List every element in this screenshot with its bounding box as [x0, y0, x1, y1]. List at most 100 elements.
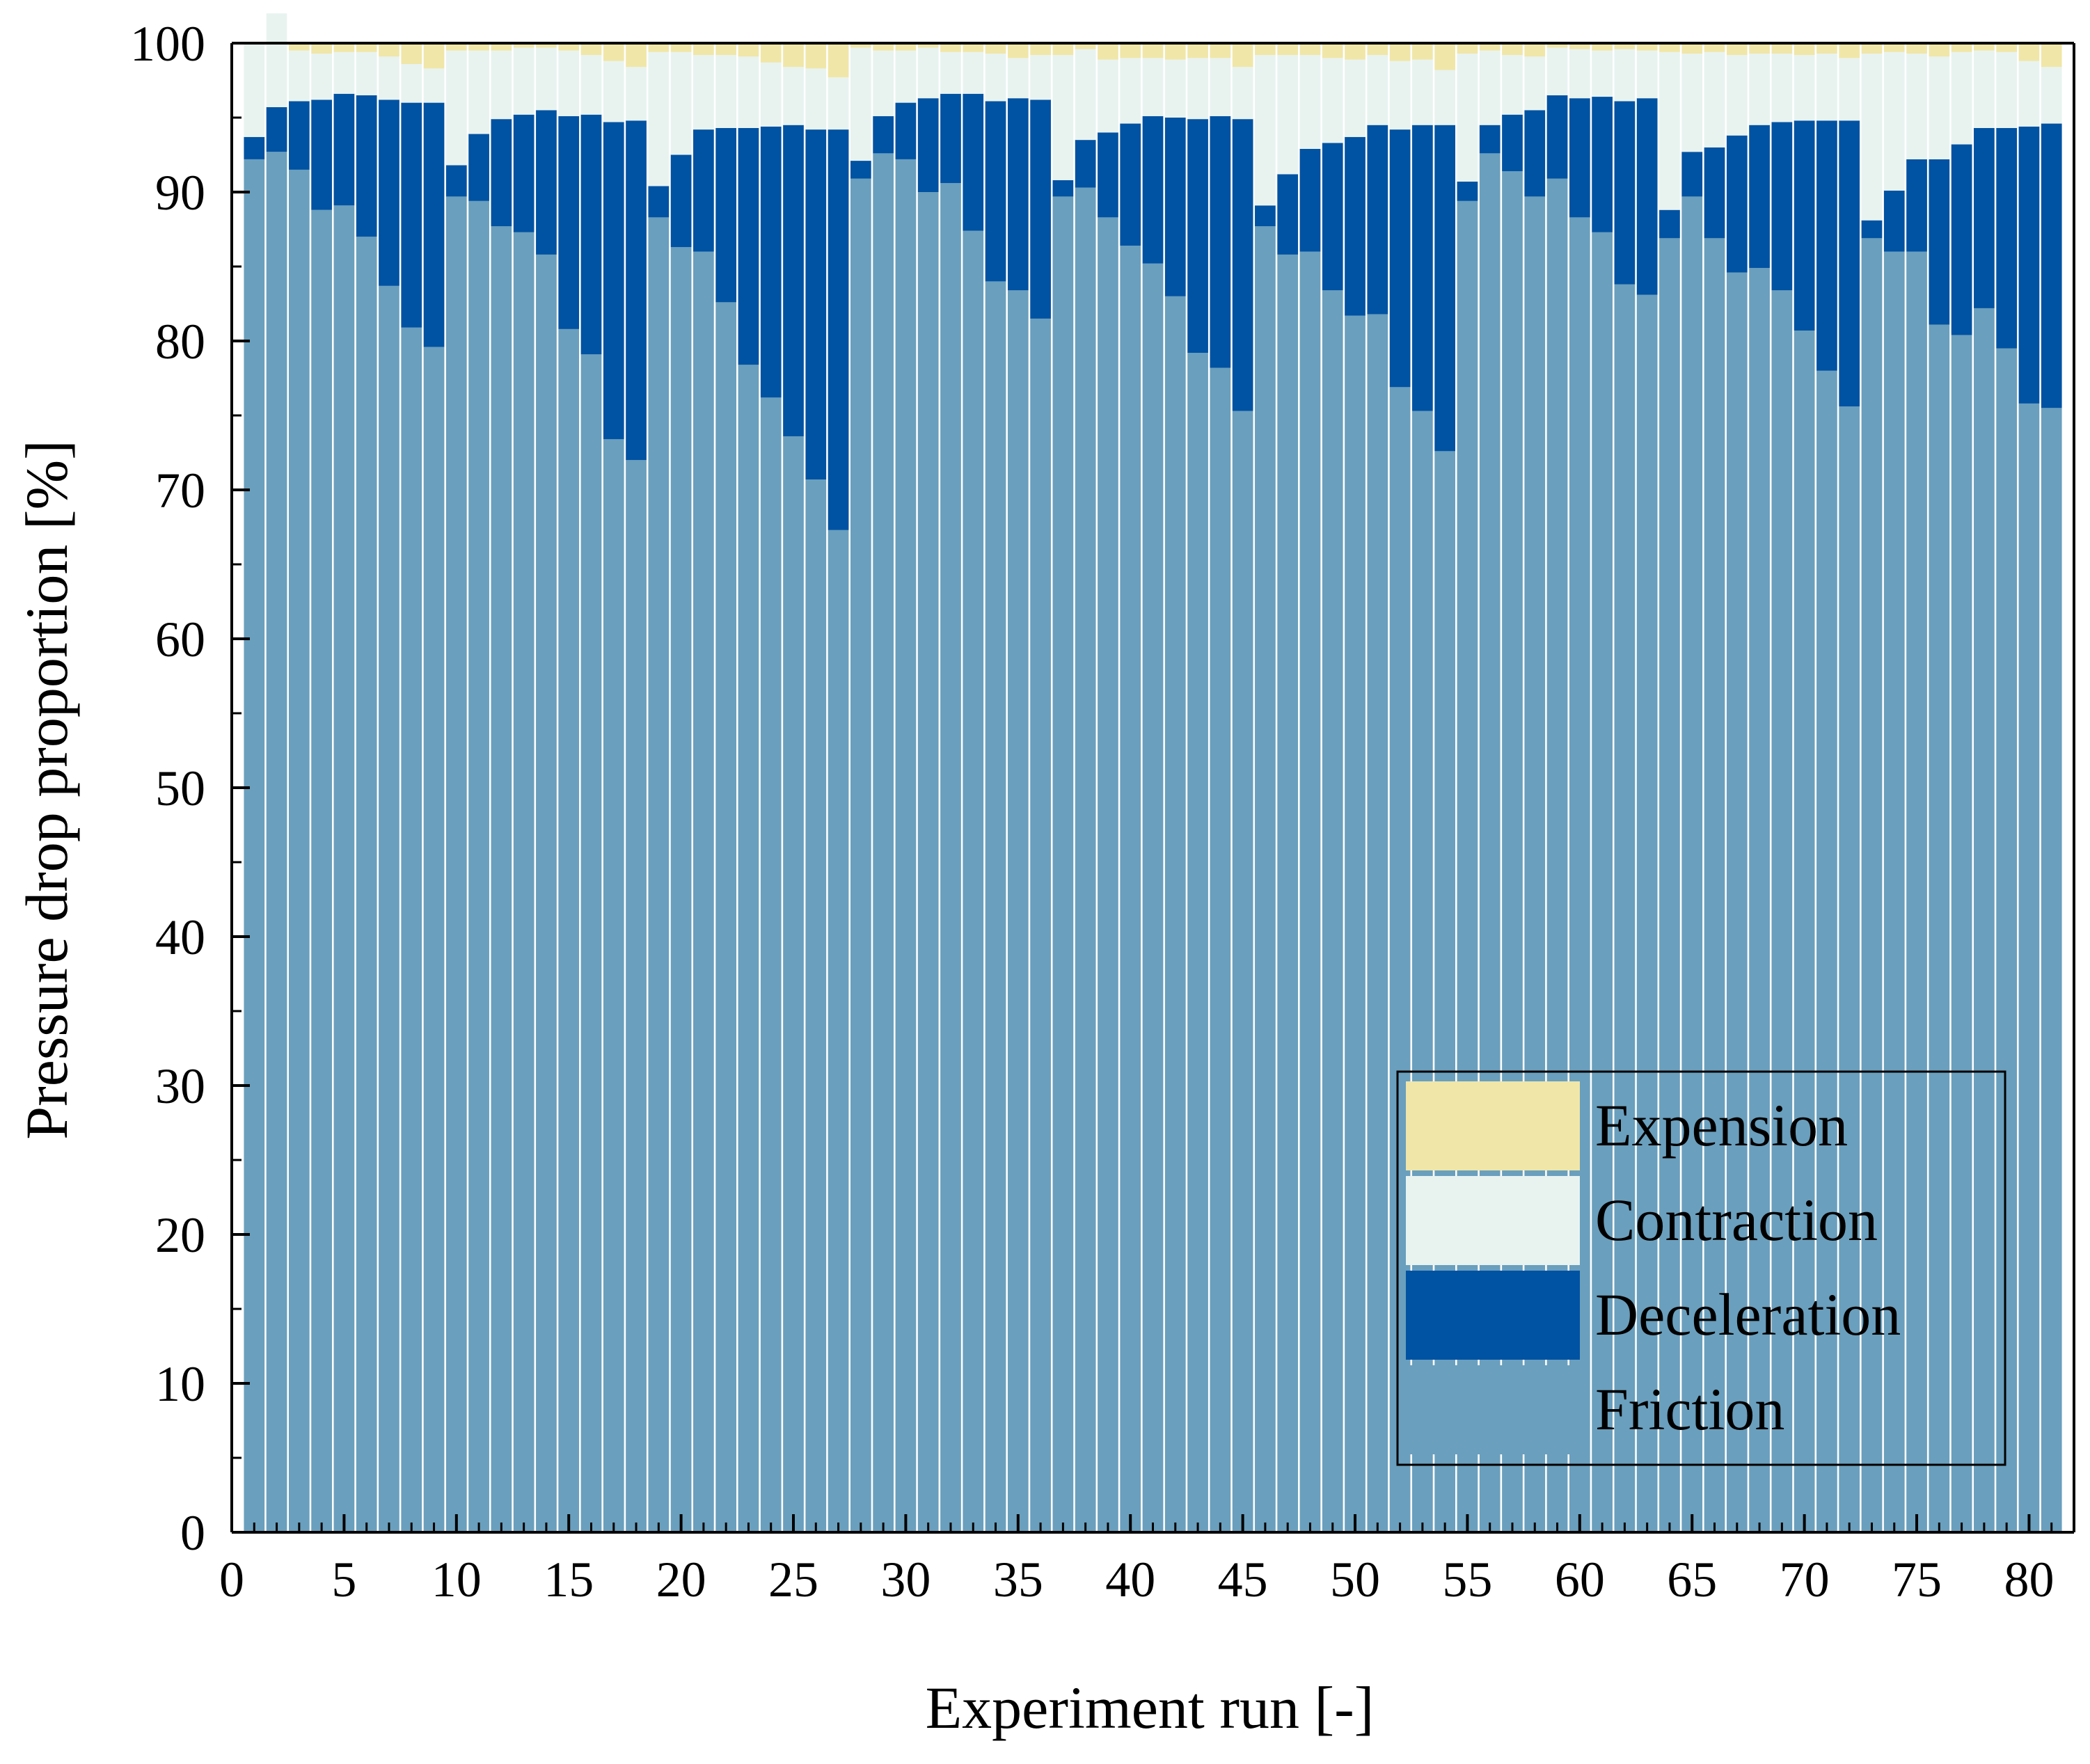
bar-expension-run-8: [401, 43, 422, 64]
bars-layer: [244, 13, 2062, 1533]
x-tick-label-10: 10: [432, 1552, 482, 1607]
bar-contraction-run-62: [1614, 49, 1636, 102]
bar-deceleration-run-23: [738, 127, 759, 365]
bar-friction-run-35: [1007, 290, 1029, 1532]
bar-contraction-run-13: [513, 47, 535, 115]
bar-expension-run-57: [1502, 43, 1523, 56]
bar-friction-run-33: [963, 230, 984, 1532]
bar-contraction-run-1: [244, 43, 265, 137]
bar-deceleration-run-6: [356, 95, 377, 237]
bar-contraction-run-24: [760, 62, 782, 127]
bar-friction-run-17: [603, 439, 624, 1532]
bar-contraction-run-5: [333, 51, 355, 94]
bar-expension-run-31: [917, 43, 939, 48]
bar-friction-run-43: [1187, 353, 1208, 1532]
legend-label-contraction: Contraction: [1595, 1186, 1878, 1253]
x-tick-label-0: 0: [219, 1552, 244, 1607]
bar-friction-run-6: [356, 237, 377, 1533]
bar-expension-run-71: [1816, 43, 1837, 54]
bar-contraction-run-51: [1367, 55, 1388, 125]
bar-friction-run-27: [828, 530, 849, 1532]
bar-deceleration-run-18: [626, 120, 647, 461]
bar-contraction-run-21: [693, 55, 714, 130]
bar-expension-run-59: [1546, 43, 1568, 48]
bar-expension-run-15: [558, 43, 580, 51]
bar-expension-run-66: [1704, 43, 1725, 52]
bar-expension-run-19: [648, 43, 670, 52]
bar-friction-run-78: [1974, 308, 1995, 1532]
bar-expension-run-63: [1636, 43, 1658, 51]
bar-contraction-run-69: [1771, 53, 1793, 122]
bar-contraction-run-10: [445, 50, 467, 166]
bar-contraction-run-32: [940, 51, 961, 94]
bar-friction-run-76: [1929, 324, 1950, 1533]
x-tick-label-45: 45: [1218, 1552, 1268, 1607]
bar-deceleration-run-7: [379, 100, 399, 286]
bar-expension-run-14: [536, 43, 557, 48]
bar-deceleration-run-42: [1164, 118, 1186, 296]
bar-contraction-run-43: [1187, 58, 1208, 120]
bar-friction-run-19: [648, 217, 670, 1532]
bar-contraction-run-64: [1659, 51, 1680, 210]
bar-friction-run-21: [693, 251, 714, 1533]
y-tick-label-0: 0: [180, 1505, 205, 1561]
bar-deceleration-run-37: [1052, 180, 1074, 197]
bar-friction-run-23: [738, 365, 759, 1532]
bar-contraction-run-27: [828, 77, 849, 130]
bar-deceleration-run-9: [423, 102, 445, 347]
y-tick-label-90: 90: [155, 165, 205, 221]
bar-expension-run-9: [423, 43, 445, 69]
bar-expension-run-24: [760, 43, 782, 63]
bar-deceleration-run-46: [1255, 205, 1276, 227]
bar-expension-run-48: [1299, 43, 1321, 56]
legend-label-expension: Expension: [1595, 1092, 1848, 1159]
bar-contraction-run-78: [1974, 50, 1995, 128]
legend: Expension Contraction Deceleration Friction: [1396, 1070, 2006, 1466]
bar-friction-run-5: [333, 205, 355, 1532]
x-tick-label-25: 25: [768, 1552, 818, 1607]
bar-deceleration-run-73: [1861, 220, 1883, 239]
bar-expension-run-22: [715, 43, 737, 56]
bar-contraction-run-26: [805, 68, 827, 130]
x-tick-label-55: 55: [1442, 1552, 1492, 1607]
bar-deceleration-run-30: [895, 102, 917, 159]
bar-contraction-run-49: [1322, 58, 1343, 143]
bar-friction-run-8: [401, 327, 422, 1532]
y-tick-label-20: 20: [155, 1207, 205, 1263]
bar-expension-run-42: [1164, 43, 1186, 60]
bar-contraction-run-25: [783, 67, 804, 125]
bar-expension-run-75: [1906, 43, 1927, 54]
bar-contraction-run-44: [1210, 58, 1231, 116]
bar-friction-run-66: [1704, 238, 1725, 1533]
bar-expension-run-45: [1232, 43, 1253, 67]
bar-expension-run-80: [2018, 43, 2040, 61]
bar-contraction-run-67: [1726, 55, 1748, 136]
bar-friction-run-25: [783, 436, 804, 1533]
bar-expension-run-60: [1569, 43, 1590, 49]
bar-friction-run-47: [1277, 254, 1299, 1532]
bar-friction-run-41: [1142, 263, 1164, 1533]
bar-friction-run-2: [266, 152, 287, 1533]
bar-expension-run-54: [1434, 43, 1455, 70]
x-tick-label-40: 40: [1105, 1552, 1155, 1607]
bar-friction-run-81: [2041, 408, 2062, 1532]
bar-deceleration-run-2: [266, 107, 287, 152]
bar-expension-run-46: [1255, 43, 1276, 56]
bar-contraction-run-73: [1861, 53, 1883, 221]
bar-contraction-run-7: [379, 56, 399, 100]
bar-friction-run-52: [1389, 387, 1411, 1532]
bar-deceleration-run-34: [985, 101, 1006, 282]
bar-deceleration-run-75: [1906, 159, 1927, 252]
bar-expension-run-3: [288, 43, 310, 51]
bar-friction-run-79: [1996, 348, 2018, 1533]
bar-deceleration-run-55: [1457, 182, 1478, 201]
bar-deceleration-run-70: [1794, 120, 1815, 331]
bar-expension-run-40: [1120, 43, 1141, 58]
bar-friction-run-73: [1861, 238, 1883, 1533]
bar-friction-run-29: [873, 153, 894, 1533]
x-tick-label-60: 60: [1555, 1552, 1605, 1607]
y-tick-label-80: 80: [155, 314, 205, 370]
bar-deceleration-run-22: [715, 127, 737, 303]
bar-friction-run-39: [1098, 217, 1118, 1532]
